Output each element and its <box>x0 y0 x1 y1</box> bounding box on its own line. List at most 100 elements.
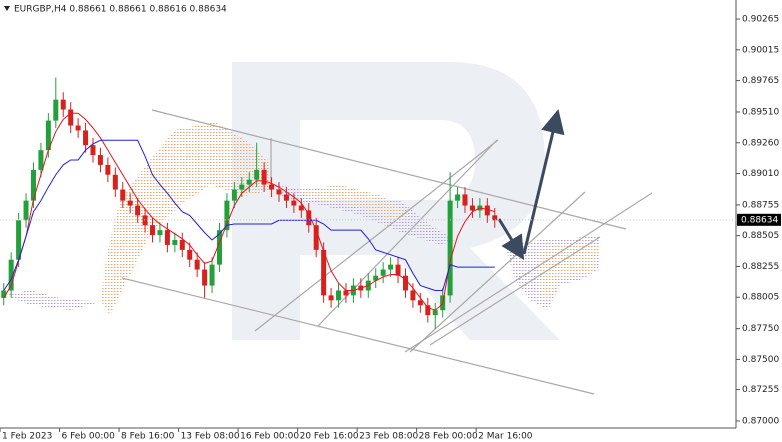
y-tick-label: 0.88005 <box>742 293 779 303</box>
last-price-box <box>737 213 781 226</box>
y-tick-label: 0.88755 <box>742 200 779 210</box>
candle-body <box>45 120 51 151</box>
plot <box>1 77 498 329</box>
candle-body <box>16 220 22 260</box>
x-tick-label: 2 Mar 16:00 <box>478 432 533 442</box>
candle-body <box>224 200 230 231</box>
candle-body <box>97 155 103 165</box>
candle-body <box>254 169 260 180</box>
candle-body <box>269 184 275 190</box>
candle-body <box>120 189 126 201</box>
candle-body <box>261 169 267 185</box>
x-tick-label: 1 Feb 2023 <box>2 432 52 442</box>
candle-body <box>313 225 319 250</box>
candle-body <box>142 215 148 226</box>
y-tick-label: 0.90015 <box>742 45 779 55</box>
candle-body <box>127 200 133 206</box>
candle-body <box>68 109 74 126</box>
x-tick-label: 6 Feb 00:00 <box>62 432 116 442</box>
candle-body <box>388 264 394 270</box>
candle-body <box>276 189 282 195</box>
trend-line <box>151 109 627 230</box>
candle-body <box>425 305 431 316</box>
candle-body <box>283 194 289 201</box>
candle-body <box>246 179 252 185</box>
candle-body <box>150 225 156 236</box>
candle-body <box>38 150 44 170</box>
candle-body <box>209 264 215 286</box>
x-tick-label: 13 Feb 08:00 <box>181 432 240 442</box>
x-tick-label: 23 Feb 08:00 <box>359 432 418 442</box>
candle-body <box>291 200 297 206</box>
candle-body <box>105 164 111 175</box>
indicator-line <box>3 139 495 291</box>
trend-line <box>404 192 653 353</box>
candle-body <box>83 130 89 146</box>
cloud <box>100 122 272 315</box>
arrow <box>497 218 525 261</box>
forecast-arrows <box>497 109 565 261</box>
candle-body <box>328 295 334 301</box>
candle-body <box>447 200 453 296</box>
y-tick-label: 0.87000 <box>742 416 779 426</box>
y-tick-label: 0.87500 <box>742 355 779 365</box>
chart-title: EURGBP,H4 0.88661 0.88661 0.88616 0.8863… <box>14 5 227 15</box>
cloud <box>270 185 455 245</box>
candle-body <box>60 99 66 110</box>
candle-body <box>1 290 7 298</box>
candle-body <box>157 230 163 236</box>
candle-body <box>90 145 96 156</box>
trend-line <box>409 191 586 353</box>
cloud <box>5 290 100 310</box>
candle-body <box>462 194 468 206</box>
x-tick-label: 20 Feb 16:00 <box>300 432 359 442</box>
candle-body <box>298 205 304 211</box>
y-tick-label: 0.88505 <box>742 231 779 241</box>
candle-body <box>179 240 185 250</box>
candle-body <box>135 205 141 216</box>
candle-body <box>469 205 475 211</box>
candle-body <box>202 269 208 286</box>
candle-body <box>239 184 245 190</box>
y-tick-label: 0.87750 <box>742 324 779 334</box>
candle-body <box>231 189 237 201</box>
candle-body <box>75 125 81 131</box>
candle-body <box>187 249 193 260</box>
y-tick-label: 0.87255 <box>742 385 779 395</box>
candle-body <box>23 200 29 221</box>
ichimoku-cloud <box>5 122 600 315</box>
candle-body <box>343 290 349 296</box>
candle-body <box>8 259 14 291</box>
candle-body <box>172 240 178 245</box>
candle-body <box>336 290 342 301</box>
y-tick-label: 0.88255 <box>742 262 779 272</box>
trend-line <box>429 236 601 346</box>
x-tick-label: 16 Feb 00:00 <box>240 432 299 442</box>
candle-body <box>164 230 170 245</box>
candle-body <box>194 259 200 270</box>
candle-body <box>216 230 222 265</box>
y-tick-label: 0.89765 <box>742 76 779 86</box>
x-tick-label: 8 Feb 16:00 <box>121 432 175 442</box>
y-tick-label: 0.89510 <box>742 107 779 117</box>
x-tick-label: 28 Feb 00:00 <box>419 432 478 442</box>
trend-line <box>121 277 595 395</box>
axes: 0.90265 0.90015 0.89765 0.89510 0.89260 0.890… <box>0 15 781 442</box>
y-tick-label: 0.89260 <box>742 138 779 148</box>
candle-body <box>410 290 416 301</box>
y-tick-label: 0.89010 <box>742 169 779 179</box>
candle-body <box>373 275 379 281</box>
arrow <box>522 109 565 255</box>
candle-body <box>380 269 386 276</box>
trend-line <box>254 139 499 332</box>
candle-body <box>395 264 401 276</box>
candle-body <box>432 310 438 316</box>
candle-body <box>492 215 498 221</box>
candle-body <box>30 169 36 201</box>
cloud <box>300 185 410 220</box>
candle-body <box>402 275 408 291</box>
symbol-menu[interactable] <box>4 6 10 11</box>
candle-body <box>484 205 490 216</box>
candle-body <box>112 174 118 190</box>
